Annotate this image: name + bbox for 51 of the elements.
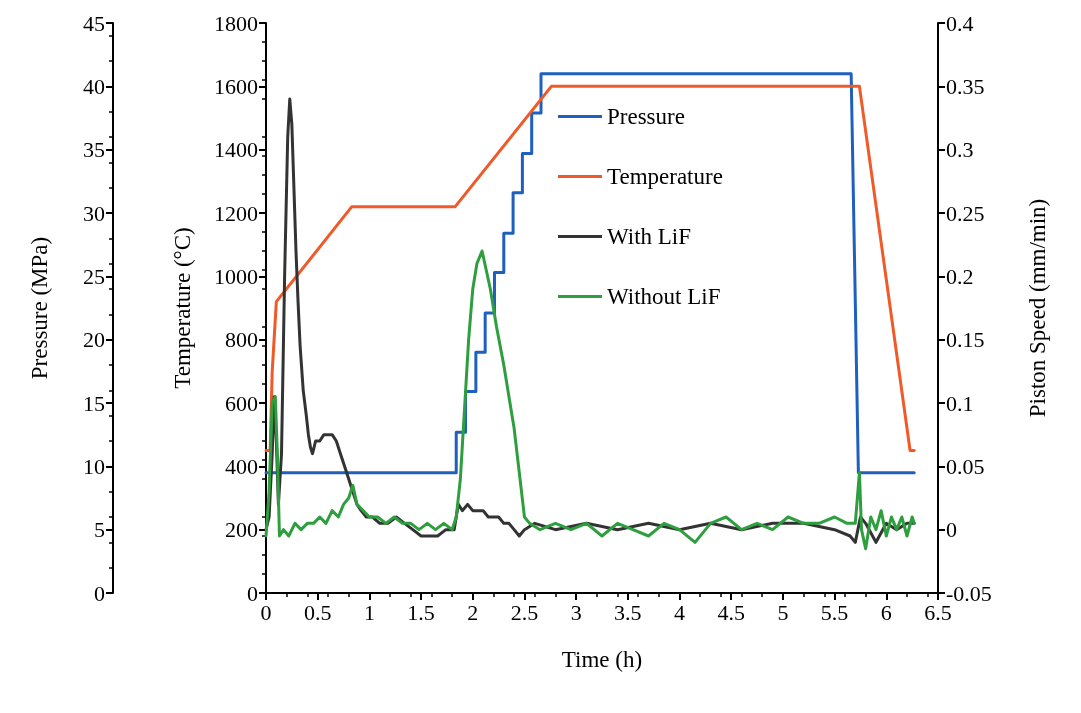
- legend-label: Pressure: [607, 104, 685, 129]
- y2-tick-label: 1000: [214, 263, 258, 289]
- x-tick-label: 0: [260, 599, 272, 625]
- y3-tick-label: 0.35: [946, 73, 985, 99]
- y2-axis-title: Temperature (°C): [170, 227, 195, 389]
- y3-axis-title: Piston Speed (mm/min): [1025, 198, 1050, 418]
- y-tick-label: 35: [83, 137, 105, 163]
- x-tick-label: 5.5: [820, 599, 849, 625]
- y2-tick-label: 600: [225, 390, 258, 416]
- x-tick-label: 3.5: [614, 599, 642, 625]
- y-tick-label: 10: [83, 453, 105, 479]
- x-tick-label: 2: [467, 599, 479, 625]
- y2-tick-label: 200: [225, 517, 258, 543]
- y-tick-label: 25: [83, 263, 105, 289]
- y2-tick-label: 1400: [214, 137, 258, 163]
- x-axis-title: Time (h): [561, 647, 643, 672]
- y-tick-label: 5: [94, 517, 105, 543]
- x-tick-label: 0.5: [303, 599, 332, 625]
- y2-tick-label: 1800: [214, 10, 258, 36]
- x-tick-label: 3: [570, 599, 582, 625]
- legend-label: Temperature: [607, 164, 723, 189]
- line-series: [264, 249, 916, 551]
- y3-tick-label: 0.15: [946, 327, 985, 353]
- y3-tick-label: 0.2: [946, 263, 974, 289]
- y3-tick-label: 0.05: [946, 453, 985, 479]
- y3-tick-label: 0.25: [946, 200, 985, 226]
- y-axis-title: Pressure (MPa): [27, 236, 52, 380]
- y2-tick-label: 0: [247, 580, 258, 606]
- x-tick-label: 4.5: [717, 599, 745, 625]
- legend-label: With LiF: [607, 224, 692, 249]
- y3-tick-label: 0.1: [946, 390, 974, 416]
- y3-tick-label: 0: [946, 517, 957, 543]
- y-tick-label: 40: [83, 73, 105, 99]
- x-tick-label: 1.5: [407, 599, 435, 625]
- x-tick-label: 2.5: [510, 599, 539, 625]
- y-tick-label: 15: [83, 390, 105, 416]
- x-tick-label: 5: [777, 599, 789, 625]
- x-tick-label: 4: [674, 599, 686, 625]
- y-tick-label: 45: [83, 10, 105, 36]
- y-tick-label: 30: [83, 200, 105, 226]
- y2-tick-label: 400: [225, 453, 258, 479]
- y2-tick-label: 1200: [214, 200, 258, 226]
- y2-tick-label: 800: [225, 327, 258, 353]
- legend-label: Without LiF: [607, 284, 721, 309]
- y-tick-label: 20: [83, 327, 105, 353]
- x-tick-label: 1: [363, 599, 375, 625]
- y3-tick-label: 0.3: [946, 137, 974, 163]
- x-tick-label: 6: [880, 599, 892, 625]
- y2-tick-label: 1600: [214, 73, 258, 99]
- y-tick-label: 0: [94, 580, 105, 606]
- y3-tick-label: 0.4: [946, 10, 974, 36]
